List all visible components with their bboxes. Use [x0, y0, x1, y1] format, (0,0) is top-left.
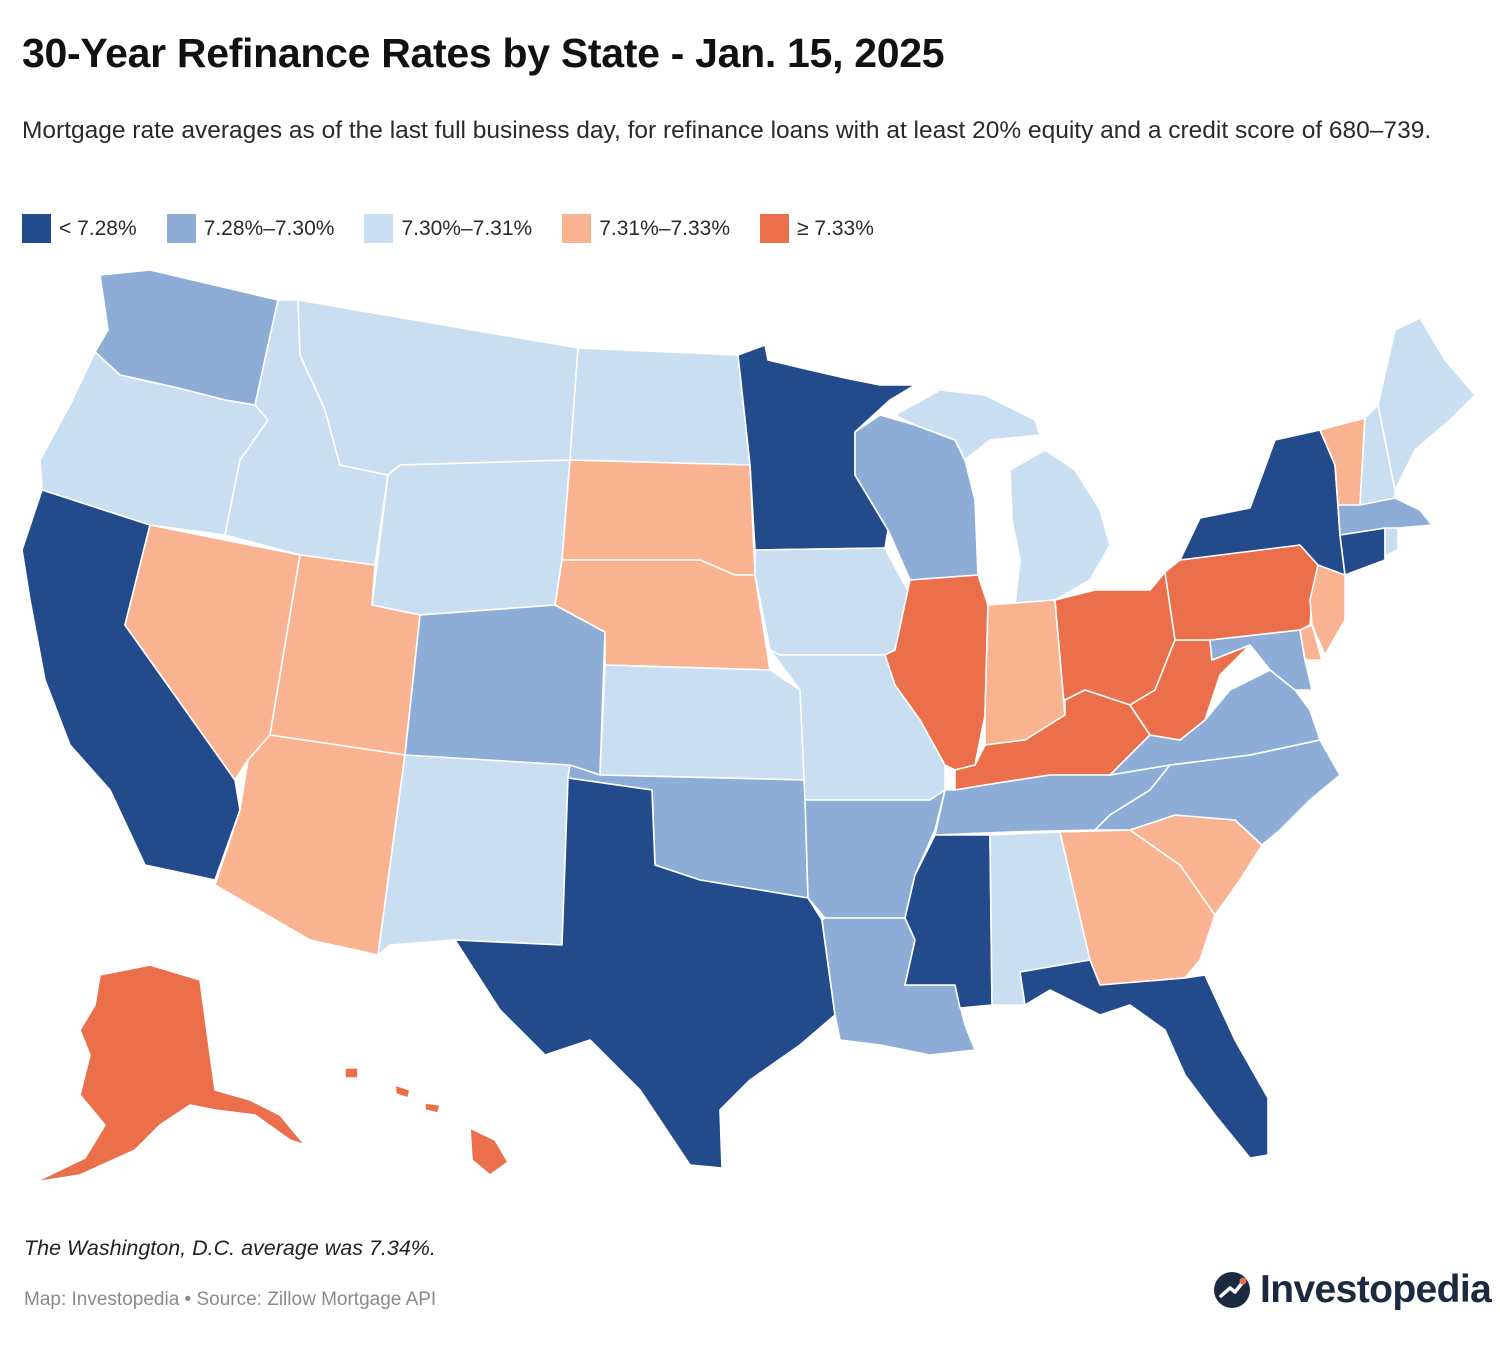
state-ak[interactable]	[34, 964, 306, 1183]
state-ri[interactable]	[1384, 527, 1399, 557]
state-nm[interactable]	[377, 754, 571, 956]
state-ia[interactable]	[754, 547, 911, 656]
state-vt[interactable]	[1319, 417, 1366, 506]
legend-swatch	[166, 214, 196, 243]
footnote: The Washington, D.C. average was 7.34%.	[24, 1236, 436, 1260]
legend-item: 7.30%–7.31%	[364, 214, 532, 243]
state-nh[interactable]	[1359, 404, 1396, 506]
state-hi[interactable]	[344, 1067, 509, 1176]
source-credit: Map: Investopedia • Source: Zillow Mortg…	[24, 1289, 437, 1310]
state-me[interactable]	[1377, 317, 1476, 491]
investopedia-logo-icon	[1214, 1272, 1250, 1308]
chart-subtitle: Mortgage rate averages as of the last fu…	[22, 117, 1432, 144]
legend-swatch	[364, 214, 394, 243]
legend-swatch	[760, 214, 789, 243]
state-mt[interactable]	[297, 299, 579, 476]
state-tx[interactable]	[454, 777, 836, 1169]
legend-label: 7.31%–7.33%	[599, 216, 730, 240]
state-il[interactable]	[884, 574, 989, 771]
legend-swatch	[22, 214, 51, 243]
legend-swatch	[562, 214, 592, 243]
state-ct[interactable]	[1339, 527, 1386, 576]
state-ks[interactable]	[599, 664, 806, 781]
state-ma[interactable]	[1337, 497, 1433, 536]
state-fl[interactable]	[1019, 959, 1269, 1159]
legend-label: ≥ 7.33%	[797, 216, 874, 240]
legend-label: 7.28%–7.30%	[203, 216, 335, 240]
state-co[interactable]	[404, 604, 606, 776]
legend: < 7.28% 7.28%–7.30% 7.30%–7.31% 7.31%–7.…	[22, 214, 904, 243]
state-mi[interactable]	[894, 389, 1111, 606]
legend-label: 7.30%–7.31%	[401, 216, 533, 240]
chart-title: 30-Year Refinance Rates by State - Jan. …	[22, 30, 945, 76]
legend-label: < 7.28%	[59, 216, 137, 240]
state-nd[interactable]	[569, 347, 751, 466]
legend-item: 7.31%–7.33%	[562, 214, 730, 243]
state-wy[interactable]	[371, 459, 571, 616]
legend-item: ≥ 7.33%	[760, 214, 874, 243]
state-wi[interactable]	[854, 414, 979, 581]
state-sd[interactable]	[561, 459, 756, 576]
legend-item: 7.28%–7.30%	[166, 214, 335, 243]
us-states-map	[21, 269, 1476, 1183]
legend-item: < 7.28%	[22, 214, 137, 243]
investopedia-logo: Investopedia	[1212, 1268, 1492, 1312]
brand-name: Investopedia	[1260, 1268, 1492, 1311]
